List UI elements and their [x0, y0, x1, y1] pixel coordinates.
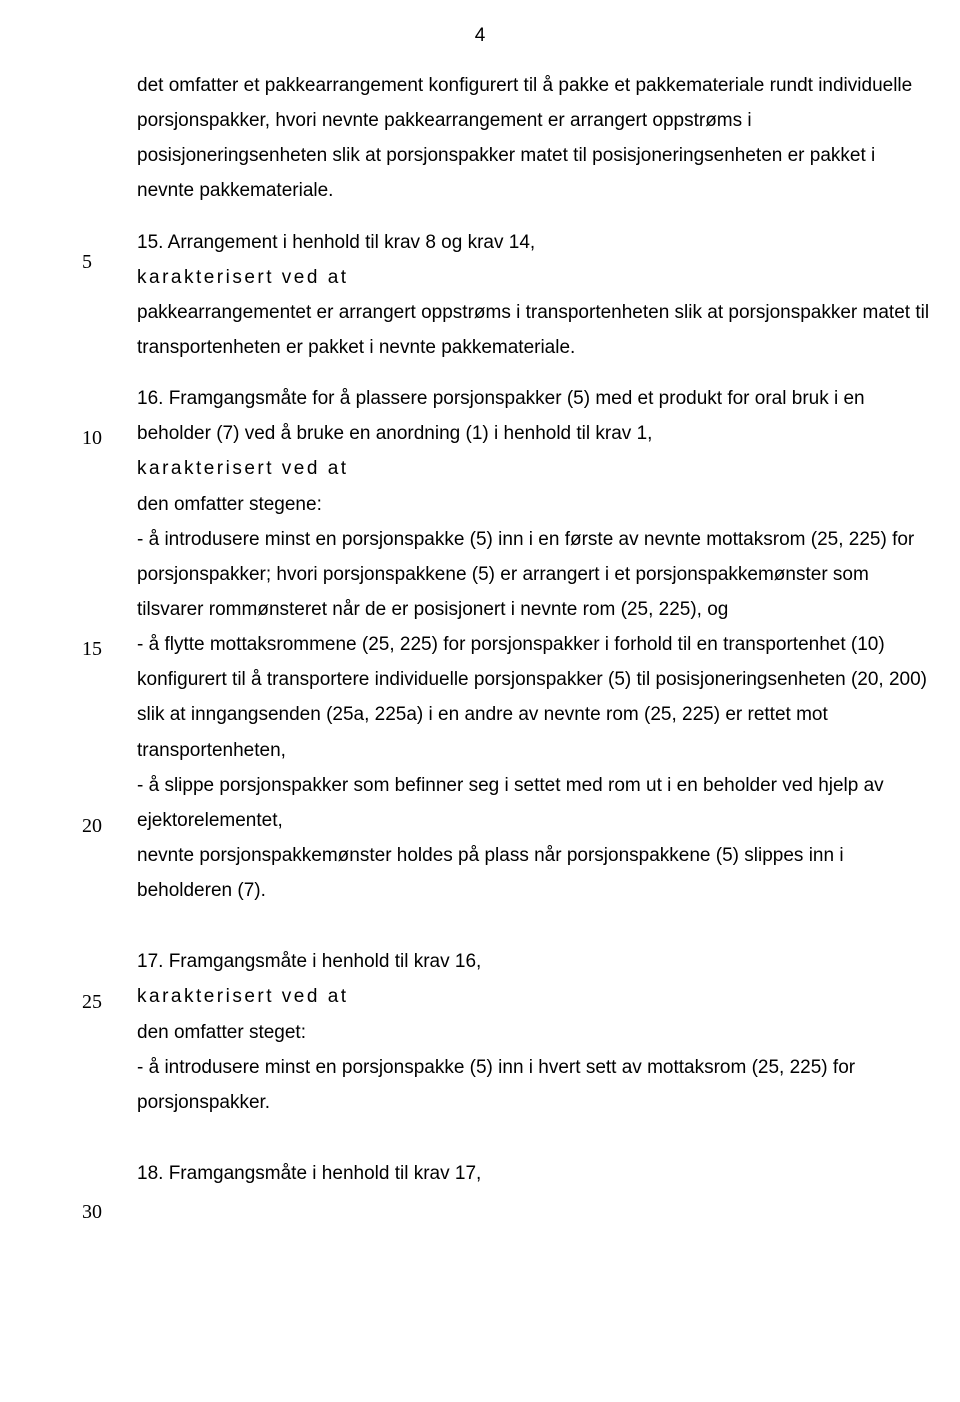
body-text: - å slippe porsjonspakker som befinner s… — [137, 768, 932, 838]
line-number-15: 15 — [82, 631, 102, 668]
document-body: det omfatter et pakkearrangement konfigu… — [137, 68, 932, 1191]
line-number-5: 5 — [82, 244, 92, 281]
line-number-10: 10 — [82, 420, 102, 457]
line-number-20: 20 — [82, 808, 102, 845]
body-text: pakkearrangementet er arrangert oppstrøm… — [137, 295, 932, 365]
body-text: 17. Framgangsmåte i henhold til krav 16, — [137, 944, 932, 979]
body-text: karakterisert ved at — [137, 451, 932, 486]
line-number-25: 25 — [82, 984, 102, 1021]
line-number-30: 30 — [82, 1194, 102, 1231]
body-text: - å introdusere minst en porsjonspakke (… — [137, 522, 932, 627]
page-number: 4 — [0, 18, 960, 53]
body-text: 18. Framgangsmåte i henhold til krav 17, — [137, 1156, 932, 1191]
body-text: - å flytte mottaksrommene (25, 225) for … — [137, 627, 932, 768]
body-text: det omfatter et pakkearrangement konfigu… — [137, 68, 932, 209]
body-text: den omfatter steget: — [137, 1015, 932, 1050]
body-text: 16. Framgangsmåte for å plassere porsjon… — [137, 381, 932, 451]
body-text: 15. Arrangement i henhold til krav 8 og … — [137, 225, 932, 260]
body-text: karakterisert ved at — [137, 979, 932, 1014]
body-text: nevnte porsjonspakkemønster holdes på pl… — [137, 838, 932, 908]
body-text: karakterisert ved at — [137, 260, 932, 295]
body-text: - å introdusere minst en porsjonspakke (… — [137, 1050, 932, 1120]
body-text: den omfatter stegene: — [137, 487, 932, 522]
